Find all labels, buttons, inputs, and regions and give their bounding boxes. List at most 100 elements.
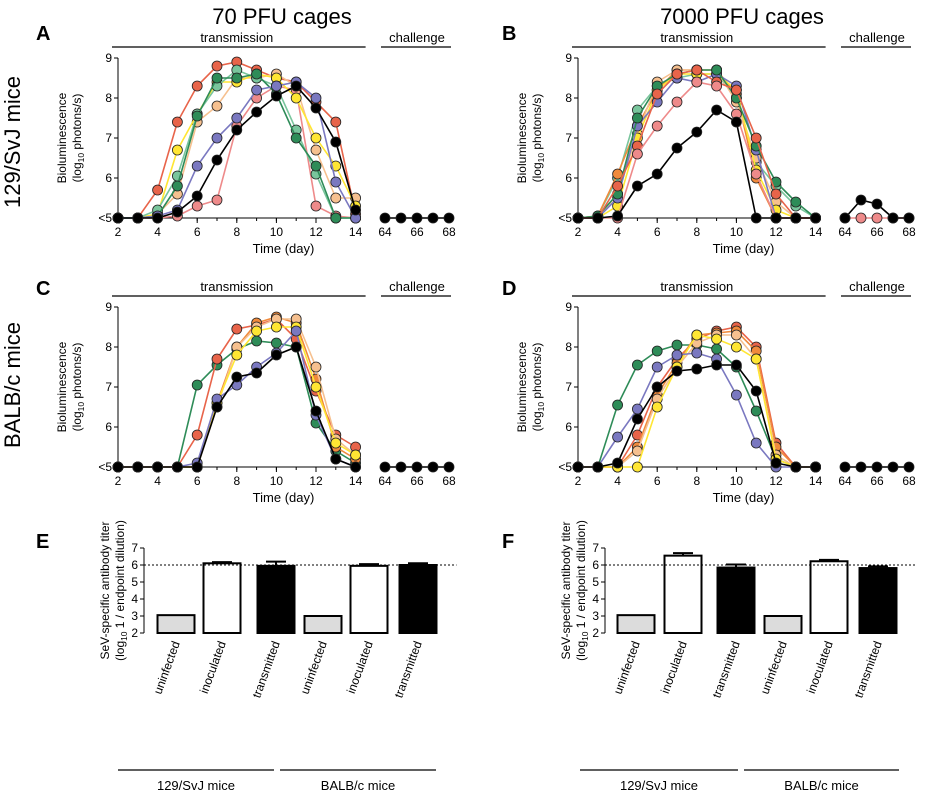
panel-a-series-black-point: [191, 190, 203, 202]
panel-a-x-tick-label: 10: [270, 225, 284, 239]
panel-d-y-tick-label: 7: [565, 380, 572, 394]
panel-d-series-black-point: [651, 381, 663, 393]
panel-label-b: B: [502, 23, 516, 45]
panel-d-series-black-point: [632, 413, 643, 425]
panel-d-series-green-point: [671, 339, 683, 351]
panel-a-series-pink-point: [191, 200, 203, 212]
panel-a-series-black-point: [211, 154, 223, 166]
panel-d-x-tick-label: 8: [693, 474, 700, 488]
panel-c-x-tick-label: 66: [410, 474, 424, 488]
panel-c-challenge-black-point: [411, 461, 423, 473]
panel-b-series-red-point: [770, 188, 782, 200]
panel-a-series-purple-point: [270, 80, 282, 92]
panel-d-series-purple-point: [612, 431, 623, 443]
panel-c-series-purple-point: [290, 325, 302, 337]
panel-c-y-tick-label: <5: [98, 460, 112, 474]
panel-c-challenge-black-point: [395, 461, 407, 473]
panel-a-x-tick-label: 66: [410, 225, 424, 239]
panel-c-x-tick-label: 8: [233, 474, 240, 488]
panel-d-series-green-point: [612, 399, 623, 411]
panel-c-series-yellow-point: [330, 437, 342, 449]
panel-c-series-orange-line: [118, 316, 357, 468]
panel-f-category-label: inoculated: [804, 639, 836, 695]
panel-d-series-green-point: [711, 343, 722, 355]
panel-d-series-black-point: [671, 365, 683, 377]
panel-c-series-green-point: [251, 335, 263, 347]
panel-c-challenge-black-point: [443, 461, 455, 473]
panel-b-x-tick-label: 4: [614, 225, 621, 239]
panel-d-series-black-point: [731, 359, 742, 371]
panel-f-y-tick-label: 4: [592, 592, 599, 606]
panel-f-y-tick-label: 6: [592, 558, 599, 572]
panel-e-bar-transmitted: [256, 564, 296, 634]
panel-d-series-black-point: [691, 363, 703, 375]
panel-d-y-axis-label-2: (log10 photons/s): [530, 343, 546, 432]
panel-d-series-green-point: [632, 359, 643, 371]
panel-a-series-black-point: [171, 206, 183, 218]
panel-c-series-black-point: [132, 461, 144, 473]
panel-a-series-green-point: [211, 72, 223, 84]
panel-e-bar-transmitted: [398, 564, 438, 634]
panel-c-transmission-label: transmission: [200, 279, 273, 294]
panel-d-challenge-black-point: [855, 461, 867, 473]
panel-b-x-tick-label: 64: [838, 225, 852, 239]
panel-a-series-purple-point: [231, 112, 243, 124]
panel-b-series-red-point: [671, 68, 683, 80]
panel-b-series-pink-point: [691, 76, 703, 88]
panel-f-bar-inoculated: [663, 554, 703, 635]
panel-b-x-tick-label: 68: [902, 225, 916, 239]
panel-c-y-axis-label-1: Bioluminescence: [55, 341, 69, 432]
panel-e-group-label: BALB/c mice: [321, 778, 395, 793]
panel-b-x-tick-label: 66: [870, 225, 884, 239]
panel-b-series-black-point: [810, 212, 821, 224]
panel-a-series-black-point: [132, 212, 144, 224]
panel-e-y-tick-label: 2: [131, 626, 138, 640]
panel-b-series-black-point: [711, 104, 722, 116]
panel-b-x-axis-label: Time (day): [713, 241, 775, 256]
panel-f-y-tick-label: 7: [592, 541, 599, 555]
panel-a-series-green-point: [330, 212, 342, 224]
panel-b-series-green-point: [790, 196, 802, 208]
panel-c-series-yellow-point: [310, 381, 322, 393]
panel-d-y-tick-label: 8: [565, 340, 572, 354]
panel-b-series-red-point: [691, 64, 703, 76]
panel-a-series-red-point: [171, 116, 183, 128]
panel-d-x-tick-label: 6: [654, 474, 661, 488]
panel-c-x-tick-label: 12: [309, 474, 323, 488]
panel-a-transmission-label: transmission: [200, 30, 273, 45]
panel-a-series-green-point: [171, 180, 183, 192]
panel-e-y-tick-label: 7: [131, 541, 138, 555]
panel-b-x-tick-label: 12: [769, 225, 783, 239]
panel-e-chart: 2 3 4 5 6 7 SeV-specific antibody titer (log10 …: [98, 520, 457, 793]
panel-a-series-red-point: [152, 184, 164, 196]
panel-c-series-black-point: [310, 405, 322, 417]
panel-b-series-black-point: [572, 212, 584, 224]
panel-a-series-peach-point: [330, 192, 342, 204]
panel-e-y-tick-label: 4: [131, 592, 138, 606]
panel-e-bar-inoculated: [202, 562, 242, 634]
panel-c-series-black-point: [152, 461, 164, 473]
panel-a-series-peach-point: [211, 100, 223, 112]
panel-b-challenge-pink-point: [871, 212, 883, 224]
panel-c-x-tick-label: 68: [442, 474, 456, 488]
panel-a-y-tick-label: 7: [105, 131, 112, 145]
panel-c-challenge-black-point: [379, 461, 391, 473]
panel-d-series-black-point: [770, 457, 782, 469]
panel-d-series-black-point: [711, 359, 722, 371]
panel-b-y-axis-label-1: Bioluminescence: [515, 92, 529, 183]
panel-c-series-yellow-point: [350, 449, 362, 461]
panel-a-x-tick-label: 4: [154, 225, 161, 239]
panel-a-series-yellow-point: [310, 132, 322, 144]
panel-c-series-yellow-point: [231, 349, 243, 361]
panel-f-bar-inoculated: [809, 560, 849, 635]
panel-a-challenge-label: challenge: [389, 30, 445, 45]
panel-b-series-red-point: [731, 84, 742, 96]
panel-a-x-axis-label: Time (day): [253, 241, 315, 256]
panel-e-y-axis-label-1: SeV-specific antibody titer: [98, 521, 112, 659]
panel-a-series-black-point: [310, 102, 322, 114]
panel-f-category-label: inoculated: [658, 639, 690, 695]
panel-label-c: C: [36, 278, 50, 300]
panel-a-series-peach-point: [310, 144, 322, 156]
